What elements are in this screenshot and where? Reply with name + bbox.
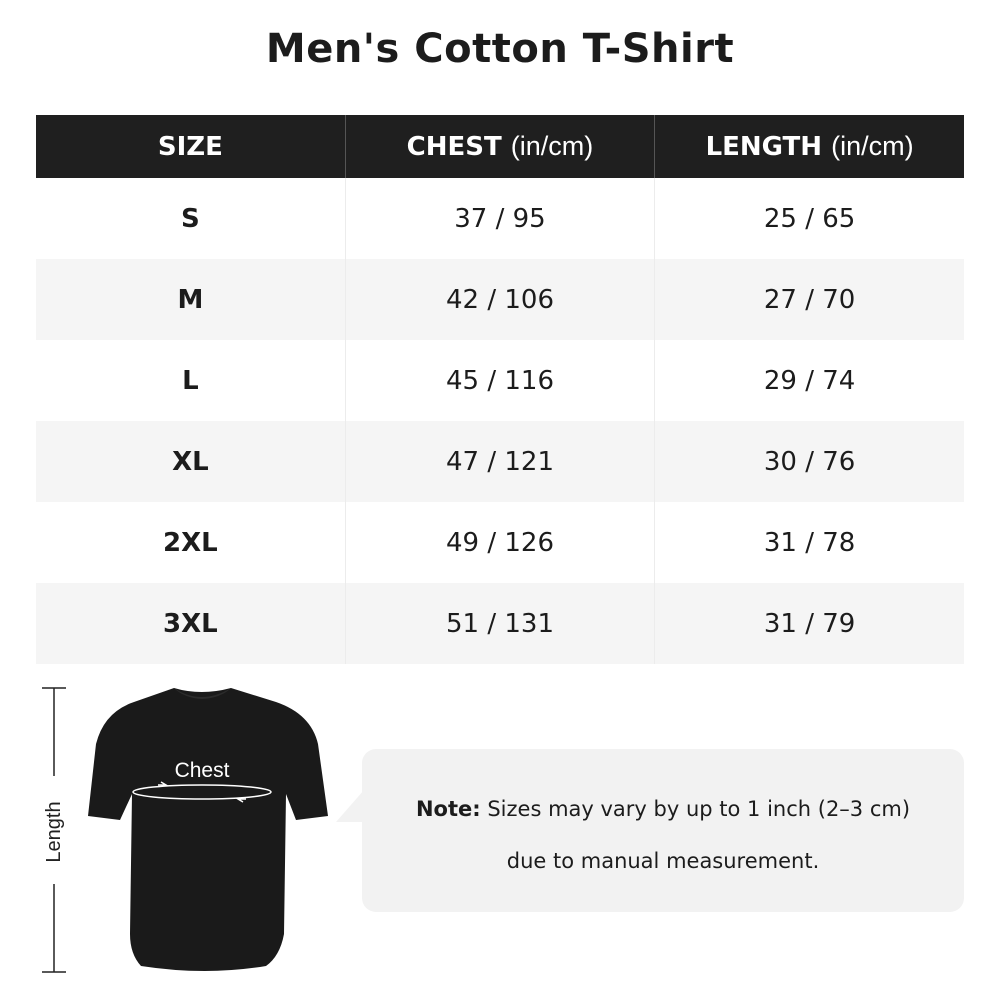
- chest-cell: 47 / 121: [344, 421, 655, 502]
- header-chest: CHEST (in/cm): [344, 115, 655, 178]
- table-row: L 45 / 116 29 / 74: [36, 340, 964, 421]
- note-text: Sizes may vary by up to 1 inch (2–3 cm): [487, 797, 911, 821]
- chest-label: Chest: [175, 759, 230, 782]
- size-cell: 3XL: [36, 583, 346, 664]
- size-cell: 2XL: [163, 527, 218, 558]
- length-cell: 29 / 74: [654, 340, 964, 421]
- chest-measure-ellipse: [132, 784, 272, 800]
- length-cell: 27 / 70: [654, 259, 964, 340]
- tshirt-icon: [88, 688, 328, 971]
- chest-cell: 45 / 116: [344, 340, 655, 421]
- length-cell: 31 / 78: [654, 502, 964, 583]
- length-cell: 30 / 76: [654, 421, 964, 502]
- header-size: SIZE: [36, 115, 346, 178]
- note-label: Note:: [415, 797, 481, 821]
- header-unit: (in/cm): [831, 131, 914, 161]
- header-length: LENGTH (in/cm): [654, 115, 964, 178]
- table-row: M 42 / 106 27 / 70: [36, 259, 964, 340]
- table-row: XL 47 / 121 30 / 76: [36, 421, 964, 502]
- size-cell: XL: [36, 421, 346, 502]
- chest-cell: 49 / 126: [344, 502, 655, 583]
- size-cell: M: [36, 259, 346, 340]
- length-label: Length: [43, 801, 65, 862]
- note-line-1: Note: Sizes may vary by up to 1 inch (2–…: [362, 797, 964, 821]
- chest-cell: 51 / 131: [344, 583, 655, 664]
- length-cell: 31 / 79: [654, 583, 964, 664]
- note-box: Note: Sizes may vary by up to 1 inch (2–…: [362, 749, 964, 912]
- size-cell: L: [182, 365, 199, 396]
- length-measure-line: [42, 687, 66, 973]
- header-unit: (in/cm): [510, 131, 594, 161]
- table-row: 3XL 51 / 131 31 / 79: [36, 583, 964, 664]
- header-label: LENGTH: [705, 132, 823, 162]
- table-row: S 37 / 95 25 / 65: [36, 178, 964, 259]
- table-header-row: SIZE CHEST (in/cm) LENGTH (in/cm): [36, 115, 964, 178]
- table-row: 2XL 49 / 126 31 / 78: [36, 502, 964, 583]
- size-cell: S: [181, 203, 200, 234]
- chest-cell: 42 / 106: [344, 259, 655, 340]
- header-label: SIZE: [157, 131, 223, 162]
- length-cell: 25 / 65: [654, 178, 964, 259]
- chest-cell: 37 / 95: [344, 178, 655, 259]
- note-line-2: due to manual measurement.: [506, 849, 820, 873]
- tshirt-diagram: Length Chest: [42, 687, 328, 973]
- note-pointer: [336, 790, 364, 822]
- header-label: CHEST: [406, 132, 502, 162]
- size-chart-table: SIZE CHEST (in/cm) LENGTH (in/cm) S 37 / …: [36, 115, 964, 664]
- page-title: Men's Cotton T-Shirt: [265, 26, 735, 72]
